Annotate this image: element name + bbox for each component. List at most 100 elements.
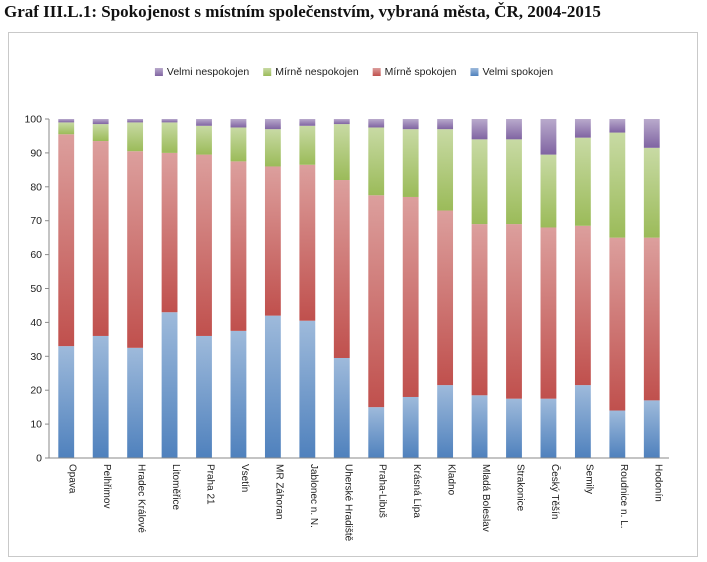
bar-stack xyxy=(574,119,591,458)
bar-segment xyxy=(402,129,419,197)
legend-swatch xyxy=(263,68,272,76)
page-title: Graf III.L.1: Spokojenost s místním spol… xyxy=(4,2,601,21)
y-tick-label: 90 xyxy=(30,147,42,159)
legend-item: Mírně nespokojen xyxy=(263,66,359,78)
bar-segment xyxy=(196,154,212,336)
y-tick-label: 100 xyxy=(24,114,42,126)
bar-segment xyxy=(643,119,660,148)
bars xyxy=(58,119,660,458)
x-category-label: MR Záhoran xyxy=(273,464,284,520)
bar-segment xyxy=(540,398,557,458)
bar-segment xyxy=(230,119,247,128)
bar-segment xyxy=(299,320,316,458)
bar-segment xyxy=(333,124,350,181)
bar-segment xyxy=(540,119,557,155)
bar-segment xyxy=(299,164,316,321)
bar-segment xyxy=(540,227,557,399)
bar-segment xyxy=(58,346,75,458)
bar-segment xyxy=(333,119,350,125)
bar-stack xyxy=(643,119,660,458)
bar-segment xyxy=(92,335,109,458)
bar-segment xyxy=(58,122,75,135)
bar-segment xyxy=(264,315,281,458)
y-tick-label: 30 xyxy=(30,351,42,363)
y-tick-label: 0 xyxy=(36,453,42,465)
bar-stack xyxy=(437,119,454,458)
legend-swatch xyxy=(372,68,381,76)
legend-item: Velmi spokojen xyxy=(470,66,553,78)
bar-segment xyxy=(609,119,626,133)
bar-stack xyxy=(230,119,247,458)
bar-stack xyxy=(264,119,281,458)
x-axis: Opava Pelhřimov Hradec Králové Litoměřice Pr… xyxy=(49,457,669,542)
x-category-label: Český Těšín xyxy=(549,464,562,519)
bar-segment xyxy=(643,400,660,458)
bar-segment xyxy=(609,132,626,238)
bar-stack xyxy=(58,119,75,458)
x-category-label: Vsetín xyxy=(239,464,250,492)
chart-frame: Velmi nespokojen Mírně nespokojen Mírně sp… xyxy=(8,32,698,557)
x-category-label: Mladá Boleslav xyxy=(480,464,491,532)
bar-segment xyxy=(574,119,591,138)
bar-segment xyxy=(299,125,316,165)
legend-label: Velmi nespokojen xyxy=(167,66,249,78)
bar-segment xyxy=(264,166,281,316)
bar-segment xyxy=(402,396,419,458)
bar-stack xyxy=(92,119,109,458)
x-category-label: Praha-Libuš xyxy=(377,464,388,518)
bar-segment xyxy=(471,139,488,225)
bar-stack xyxy=(609,119,626,458)
bar-segment xyxy=(471,224,488,396)
bar-stack xyxy=(471,119,488,458)
x-category-label: Roudnice n. L. xyxy=(618,464,629,529)
bar-segment xyxy=(230,330,247,458)
bar-segment xyxy=(574,225,591,386)
bar-segment xyxy=(92,124,109,142)
y-tick-label: 50 xyxy=(30,283,42,295)
bar-segment xyxy=(58,134,75,347)
bar-segment xyxy=(574,385,591,458)
bar-stack xyxy=(402,119,419,458)
bar-segment xyxy=(299,119,316,126)
bar-segment xyxy=(333,180,350,358)
bar-segment xyxy=(196,125,212,155)
bar-stack xyxy=(127,119,144,458)
bar-segment xyxy=(574,137,591,226)
bar-segment xyxy=(196,119,212,126)
bar-segment xyxy=(437,119,454,130)
bar-segment xyxy=(196,335,212,458)
legend: Velmi nespokojen Mírně nespokojen Mírně sp… xyxy=(154,66,553,78)
y-tick-label: 10 xyxy=(30,419,42,431)
x-category-label: Jablonec n. N. xyxy=(308,464,319,528)
x-category-label: Strakonice xyxy=(515,464,526,512)
x-category-label: Hradec Králové xyxy=(136,464,147,533)
legend-item: Velmi nespokojen xyxy=(154,66,249,78)
legend-swatch xyxy=(154,68,163,76)
bar-segment xyxy=(402,119,419,130)
legend-item: Mírně spokojen xyxy=(372,66,457,78)
bar-segment xyxy=(506,224,522,399)
bar-segment xyxy=(230,161,247,331)
bar-stack xyxy=(333,119,350,458)
bar-segment xyxy=(127,122,144,152)
y-tick-label: 60 xyxy=(30,249,42,261)
bar-segment xyxy=(161,122,178,153)
legend-swatch xyxy=(470,68,479,76)
bar-segment xyxy=(92,119,109,125)
bar-segment xyxy=(437,129,454,211)
bar-segment xyxy=(127,119,144,123)
y-tick-label: 70 xyxy=(30,215,42,227)
bar-segment xyxy=(127,347,144,458)
legend-label: Mírně nespokojen xyxy=(275,66,359,78)
x-category-label: Uherské Hradiště xyxy=(342,464,353,542)
y-tick-label: 80 xyxy=(30,181,42,193)
bar-segment xyxy=(161,312,178,458)
x-category-label: Litoměřice xyxy=(170,464,181,511)
x-category-label: Kladno xyxy=(446,464,457,496)
bar-segment xyxy=(471,395,488,458)
bar-segment xyxy=(92,141,109,336)
bar-segment xyxy=(609,237,626,411)
y-tick-label: 20 xyxy=(30,385,42,397)
bar-segment xyxy=(161,119,178,123)
x-category-label: Praha 21 xyxy=(205,464,216,505)
